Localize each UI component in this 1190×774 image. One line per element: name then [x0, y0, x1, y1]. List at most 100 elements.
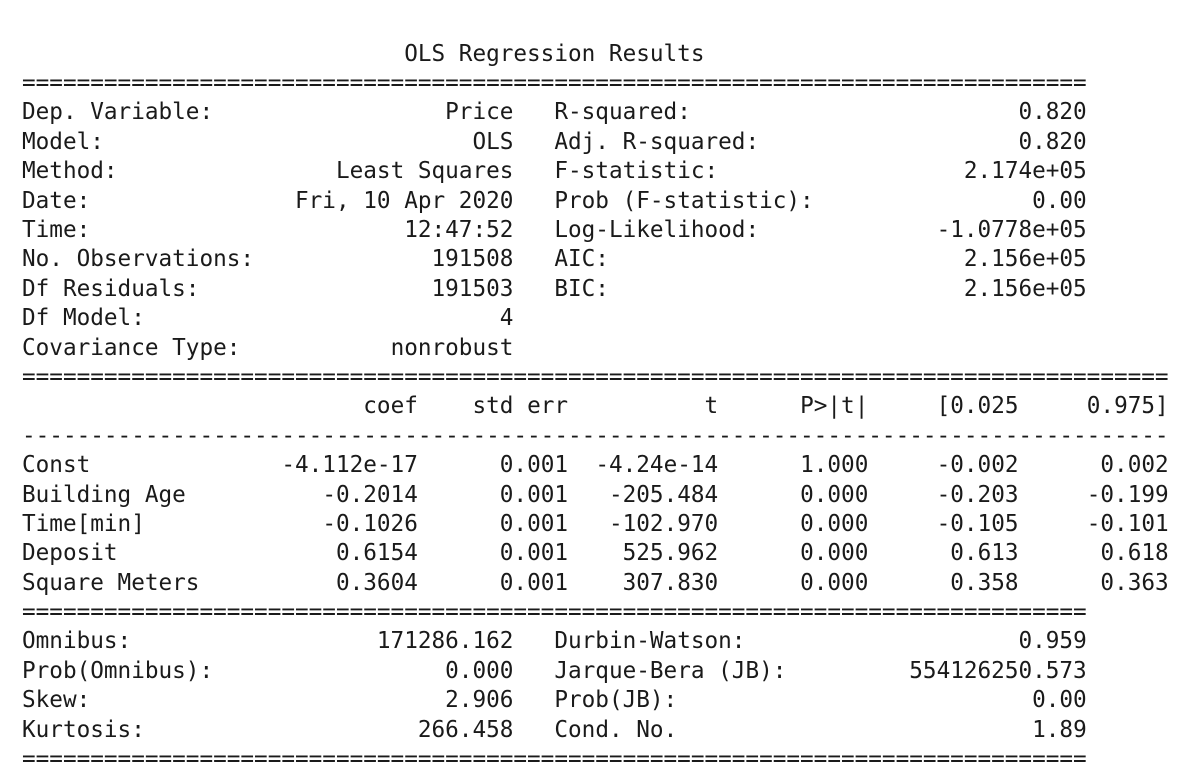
coef-cell: 0.001	[499, 452, 569, 479]
coef-variable-name: Square Meters	[22, 569, 200, 596]
model-info-value: nonrobust	[390, 334, 514, 361]
fit-stat-label: Adj. R-squared:	[554, 128, 760, 155]
diagnostic-value: 0.959	[1018, 628, 1087, 655]
coef-column-header: P>|t|	[800, 393, 869, 420]
coef-cell: -0.2014	[322, 481, 418, 508]
fit-stat-value: 2.156e+05	[963, 275, 1087, 302]
coef-cell: 0.002	[1100, 452, 1169, 479]
model-info-row: Time: 12:47:52 Log-Likelihood: -1.0778e+…	[22, 216, 1169, 245]
model-info-label: Df Residuals:	[22, 275, 200, 302]
model-info-value: 191503	[431, 275, 514, 302]
diagnostic-value: 1.89	[1032, 716, 1087, 743]
fit-stat-label: R-squared:	[554, 99, 691, 126]
model-info-row: Dep. Variable: Price R-squared: 0.820	[22, 98, 1169, 127]
diagnostic-row: Kurtosis: 266.458 Cond. No. 1.89	[22, 716, 1169, 745]
model-info-value: 12:47:52	[404, 217, 514, 244]
coef-variable-name: Deposit	[22, 540, 118, 567]
diagnostic-label: Cond. No.	[554, 716, 678, 743]
model-info-label: No. Observations:	[22, 246, 255, 273]
coef-cell: 0.000	[800, 510, 869, 537]
model-info-value: OLS	[472, 128, 514, 155]
model-info-value: Fri, 10 Apr 2020	[295, 187, 514, 214]
coef-table-top-rule: ========================================…	[22, 363, 1169, 390]
model-info-row: No. Observations: 191508 AIC: 2.156e+05	[22, 245, 1169, 274]
coef-cell: -0.101	[1086, 510, 1169, 537]
coef-table-row: Building Age -0.2014 0.001 -205.484 0.00…	[22, 481, 1169, 510]
model-info-label: Df Model:	[22, 305, 145, 332]
coef-cell: 0.000	[800, 481, 869, 508]
coef-cell: 0.6154	[335, 540, 418, 567]
fit-stat-value: 0.820	[1018, 128, 1087, 155]
fit-stat-value: 2.174e+05	[963, 158, 1087, 185]
model-info-label: Date:	[22, 187, 91, 214]
coef-cell: -0.1026	[322, 510, 418, 537]
model-info-label: Method:	[22, 158, 118, 185]
coef-cell: -0.105	[936, 510, 1019, 537]
diagnostic-value: 0.00	[1032, 687, 1087, 714]
coef-cell: -0.199	[1086, 481, 1169, 508]
diagnostic-value: 266.458	[417, 716, 514, 743]
diagnostic-label: Jarque-Bera (JB):	[554, 657, 787, 684]
diagnostic-value: 554126250.573	[909, 657, 1087, 684]
model-info-value: 4	[499, 305, 514, 332]
diagnostics-top-rule: ========================================…	[22, 599, 1087, 626]
coef-cell: -0.203	[936, 481, 1019, 508]
model-info-row: Df Model: 4	[22, 304, 1169, 333]
coef-cell: 0.3604	[335, 569, 418, 596]
report-title-line: OLS Regression Results	[22, 40, 1169, 69]
coef-cell: 0.001	[499, 540, 569, 567]
fit-stat-value: -1.0778e+05	[936, 217, 1087, 244]
fit-stat-label: Log-Likelihood:	[554, 217, 760, 244]
diagnostic-value: 0.000	[445, 657, 514, 684]
model-info-row: Model: OLS Adj. R-squared: 0.820	[22, 128, 1169, 157]
coef-table-header-rule: ----------------------------------------…	[22, 422, 1169, 449]
coef-variable-name: Const	[22, 452, 91, 479]
coef-cell: 0.001	[499, 481, 569, 508]
coef-table-row: Const -4.112e-17 0.001 -4.24e-14 1.000 -…	[22, 451, 1169, 480]
diagnostic-value: 2.906	[445, 687, 514, 714]
coef-table-header: coef std err t P>|t| [0.025 0.975]	[22, 392, 1169, 421]
coef-cell: 0.363	[1100, 569, 1169, 596]
diagnostic-label: Prob(JB):	[554, 687, 678, 714]
coef-cell: -4.112e-17	[281, 452, 418, 479]
diagnostic-row: Prob(Omnibus): 0.000 Jarque-Bera (JB): 5…	[22, 657, 1169, 686]
coef-column-header: 0.975]	[1086, 393, 1169, 420]
diagnostic-row: Skew: 2.906 Prob(JB): 0.00	[22, 686, 1169, 715]
coef-cell: -4.24e-14	[595, 452, 719, 479]
fit-stat-label: AIC:	[554, 246, 609, 273]
bottom-rule: ========================================…	[22, 746, 1087, 773]
model-info-value: Price	[445, 99, 514, 126]
model-info-label: Model:	[22, 128, 104, 155]
coef-cell: -205.484	[608, 481, 719, 508]
model-info-label: Covariance Type:	[22, 334, 241, 361]
model-info-label: Time:	[22, 217, 91, 244]
coef-cell: 1.000	[800, 452, 869, 479]
fit-stat-label: BIC:	[554, 275, 609, 302]
fit-stat-value: 0.820	[1018, 99, 1087, 126]
diagnostic-label: Omnibus:	[22, 628, 132, 655]
coef-cell: 0.001	[499, 510, 569, 537]
coef-table-row: Square Meters 0.3604 0.001 307.830 0.000…	[22, 569, 1169, 598]
model-info-row: Covariance Type: nonrobust	[22, 334, 1169, 363]
diagnostic-label: Durbin-Watson:	[554, 628, 746, 655]
diagnostic-label: Prob(Omnibus):	[22, 657, 214, 684]
ols-regression-summary: OLS Regression Results =================…	[22, 40, 1169, 774]
coef-cell: 0.000	[800, 540, 869, 567]
fit-stat-label: Prob (F-statistic):	[554, 187, 814, 214]
diagnostic-row: Omnibus: 171286.162 Durbin-Watson: 0.959	[22, 627, 1169, 656]
fit-stat-value: 2.156e+05	[963, 246, 1087, 273]
coef-cell: 0.358	[950, 569, 1019, 596]
coef-column-header: t	[704, 393, 719, 420]
coef-cell: 307.830	[622, 569, 719, 596]
top-rule: ========================================…	[22, 70, 1087, 97]
coef-table-row: Deposit 0.6154 0.001 525.962 0.000 0.613…	[22, 539, 1169, 568]
coef-table-row: Time[min] -0.1026 0.001 -102.970 0.000 -…	[22, 510, 1169, 539]
coef-column-header: coef	[363, 393, 418, 420]
coef-cell: 525.962	[622, 540, 719, 567]
coef-column-header: [0.025	[936, 393, 1019, 420]
model-info-row: Date: Fri, 10 Apr 2020 Prob (F-statistic…	[22, 187, 1169, 216]
coef-cell: 0.000	[800, 569, 869, 596]
model-info-value: Least Squares	[335, 158, 514, 185]
model-info-row: Method: Least Squares F-statistic: 2.174…	[22, 157, 1169, 186]
fit-stat-label: F-statistic:	[554, 158, 719, 185]
